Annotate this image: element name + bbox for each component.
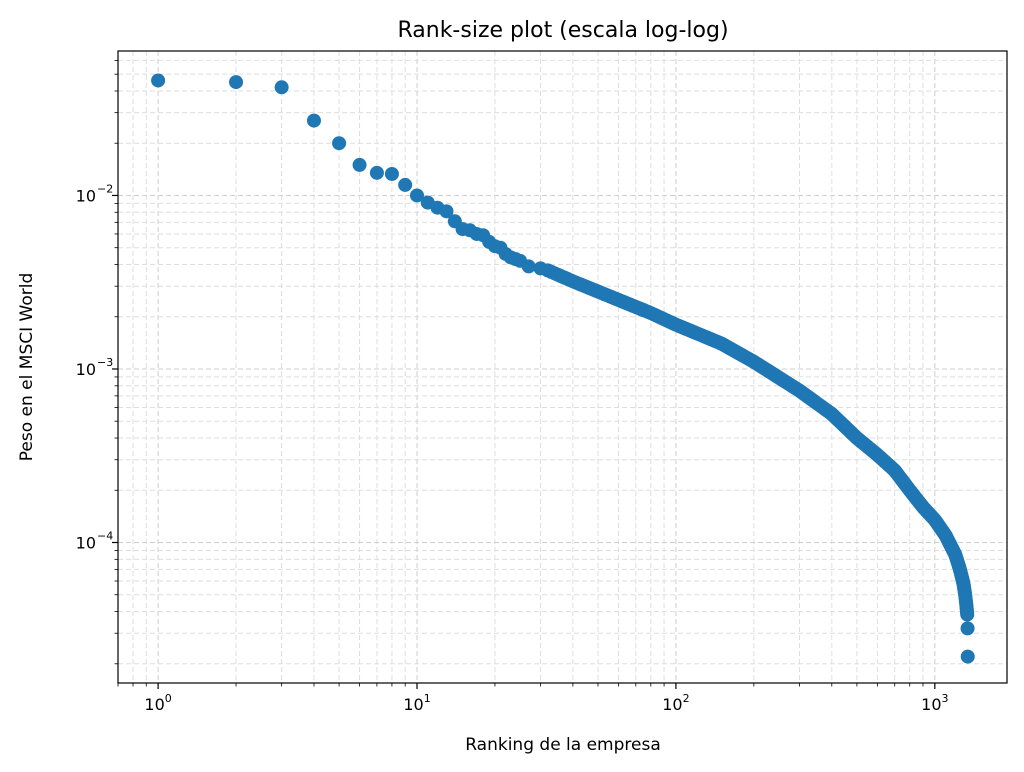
data-point [274,80,289,95]
x-tick-label: 103 [921,692,948,714]
data-point [352,157,367,172]
data-point [229,75,244,90]
x-tick-label: 102 [662,692,689,714]
x-tick-labels: 100 101 102 103 [144,692,948,714]
x-tick-label: 101 [403,692,430,714]
data-point [960,621,975,636]
chart-title: Rank-size plot (escala log-log) [397,18,728,43]
data-point [151,73,166,88]
x-axis-label: Ranking de la empresa [465,735,661,755]
y-tick-label: 10 [76,360,96,379]
axis-ticks [112,60,936,689]
data-point [960,607,975,622]
y-tick-exponent: −3 [97,356,113,369]
grid-lines [117,51,1007,683]
y-tick-exponent: −2 [97,182,113,195]
data-point [398,177,413,192]
plot-frame [117,50,1008,684]
y-tick-label: 10 [76,534,96,553]
data-point [521,259,536,274]
data-point [410,188,425,203]
y-tick-labels: 10−410−310−2 [76,182,114,552]
data-point [384,166,399,181]
x-tick-label: 100 [144,692,171,714]
y-tick-exponent: −4 [97,530,113,543]
data-point [369,165,384,180]
y-tick-label: 10 [76,186,96,205]
data-point [439,204,454,219]
data-point [332,136,347,151]
data-points [151,73,975,664]
y-axis-label: Peso en el MSCI World [17,273,37,461]
data-point [306,113,321,128]
data-point [960,649,975,664]
